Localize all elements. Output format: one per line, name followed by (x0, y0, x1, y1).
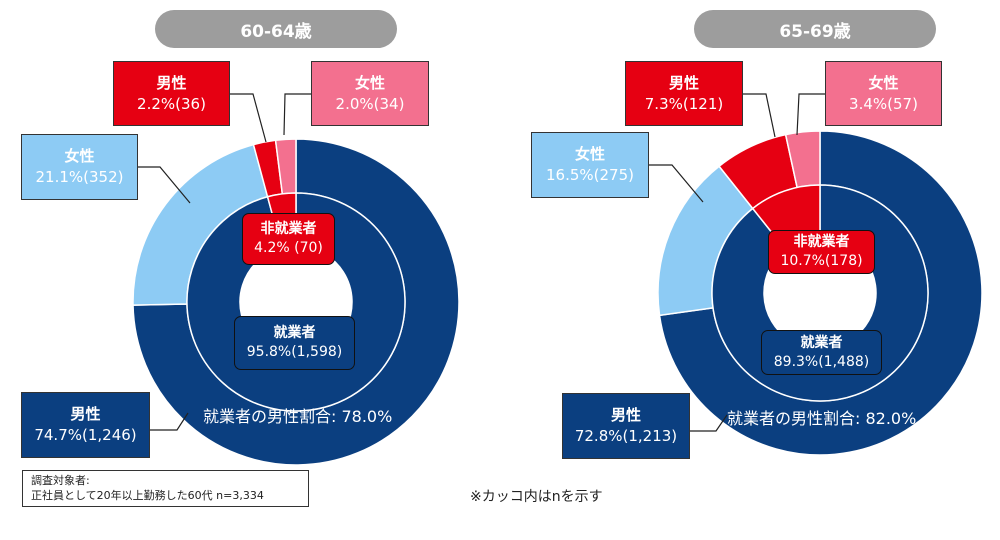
label-value: 21.1%(352) (35, 168, 124, 186)
label-value: 7.3%(121) (644, 94, 724, 113)
label-value: 10.7%(178) (780, 253, 863, 269)
label-value: 16.5%(275) (546, 166, 634, 184)
leader-line (138, 166, 191, 204)
label-value: 95.8%(1,598) (246, 344, 343, 360)
label-value: 89.3%(1,488) (773, 353, 870, 370)
label-title: 非就業者 (260, 221, 317, 237)
label-nonemployed-male-60: 男性 2.2%(36) (113, 61, 230, 126)
label-title: 男性 (610, 406, 641, 424)
male-ratio-annotation-60: 就業者の男性割合: 78.0% (203, 407, 393, 426)
label-nonemployed-60: 非就業者 4.2% (70) (242, 213, 335, 265)
label-employed-male-60: 男性 74.7%(1,246) (21, 392, 150, 458)
label-title: 男性 (156, 73, 187, 92)
label-value: 74.7%(1,246) (34, 426, 137, 444)
label-value: 4.2% (70) (254, 240, 323, 256)
leader-line (690, 414, 728, 432)
footnote: ※カッコ内はnを示す (470, 489, 603, 505)
label-value: 3.4%(57) (849, 94, 918, 113)
survey-note: 調査対象者: 正社員として20年以上勤務した60代 n=3,334 (22, 470, 309, 507)
label-nonemployed-65: 非就業者 10.7%(178) (768, 230, 875, 274)
label-nonemployed-male-65: 男性 7.3%(121) (625, 61, 743, 126)
label-title: 男性 (70, 405, 101, 423)
label-value: 2.2%(36) (137, 94, 206, 113)
label-title: 非就業者 (793, 234, 850, 250)
leader-line (743, 93, 776, 138)
leader-line (230, 93, 267, 143)
label-title: 男性 (668, 73, 699, 92)
label-employed-60: 就業者 95.8%(1,598) (234, 316, 355, 370)
label-title: 女性 (574, 145, 605, 163)
note-line: 正社員として20年以上勤務した60代 n=3,334 (31, 489, 264, 502)
label-title: 就業者 (800, 334, 843, 351)
leader-line (796, 93, 825, 136)
note-line: 調査対象者: (31, 474, 90, 487)
label-title: 就業者 (273, 325, 316, 341)
leader-line (649, 164, 704, 203)
chart-title-65-69: 65-69歳 (694, 10, 936, 48)
label-nonemployed-female-60: 女性 2.0%(34) (311, 61, 429, 126)
label-employed-male-65: 男性 72.8%(1,213) (562, 393, 690, 459)
label-employed-65: 就業者 89.3%(1,488) (761, 330, 882, 375)
chart-title-60-64: 60-64歳 (155, 10, 397, 48)
label-title: 女性 (868, 73, 899, 92)
male-ratio-annotation-65: 就業者の男性割合: 82.0% (727, 409, 917, 428)
label-employed-female-65: 女性 16.5%(275) (531, 132, 649, 198)
label-title: 女性 (354, 73, 385, 92)
label-value: 2.0%(34) (335, 94, 405, 113)
label-employed-female-60: 女性 21.1%(352) (21, 134, 138, 200)
label-nonemployed-female-65: 女性 3.4%(57) (825, 61, 942, 126)
label-title: 女性 (64, 147, 95, 165)
leader-line (283, 93, 311, 136)
label-value: 72.8%(1,213) (574, 427, 678, 445)
leader-line (150, 412, 189, 431)
